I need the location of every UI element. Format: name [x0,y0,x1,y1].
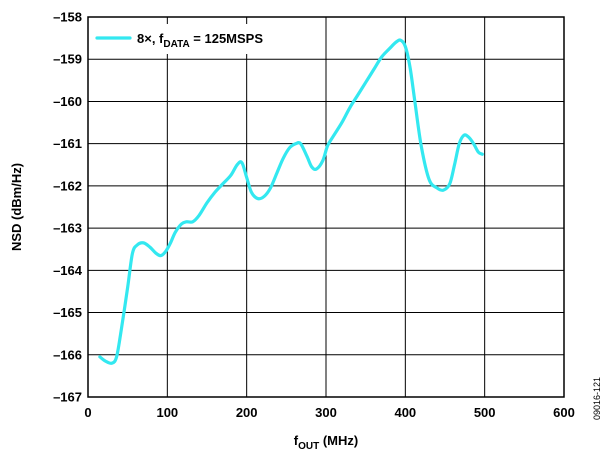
x-axis-title-main: f [294,433,299,448]
plot-area-frame [87,16,565,398]
y-tick-label: –158 [53,10,82,25]
legend-label-suffix: = 125MSPS [190,31,264,46]
y-tick-label: –164 [53,263,83,278]
series-line [98,38,484,365]
series-layer [98,38,484,365]
y-axis-title: NSD (dBm/Hz) [9,163,24,251]
y-tick-labels: –158 –159 –160 –161 –162 –163 –164 –165 –166 –167 [53,10,83,405]
legend-label-prefix: 8×, f [137,31,164,46]
x-tick-label: 0 [84,405,91,420]
y-tick-label: –167 [53,390,82,405]
grid-lines [88,17,564,397]
y-tick-label: –165 [53,305,82,320]
x-tick-label: 300 [315,405,337,420]
x-axis-title-subscript: OUT [298,441,319,452]
x-tick-label: 100 [156,405,178,420]
y-tick-label: –163 [53,221,82,236]
y-tick-label: –166 [53,347,82,362]
x-axis-title-unit: (MHz) [319,433,358,448]
x-tick-labels: 0 100 200 300 400 500 600 [84,405,574,420]
legend: 8×, fDATA = 125MSPS [92,24,302,54]
figure-code: 09016-121 [592,377,602,420]
y-tick-label: –161 [53,136,82,151]
legend-label: 8×, fDATA = 125MSPS [137,31,263,50]
x-tick-label: 200 [236,405,258,420]
legend-label-subscript: DATA [163,39,189,50]
y-tick-label: –159 [53,52,82,67]
x-tick-label: 400 [394,405,416,420]
x-axis-title: fOUT (MHz) [294,433,358,452]
x-tick-label: 600 [553,405,575,420]
x-tick-label: 500 [474,405,496,420]
y-tick-label: –162 [53,178,82,193]
y-tick-label: –160 [53,94,82,109]
